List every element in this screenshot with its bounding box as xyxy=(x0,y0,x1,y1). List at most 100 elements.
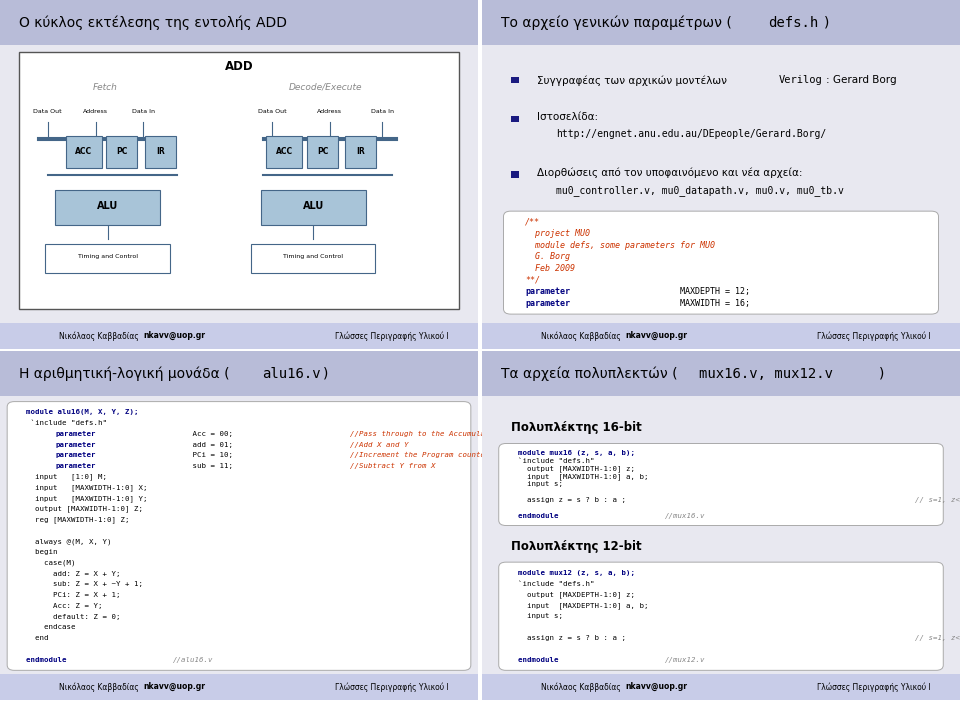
Text: Γλώσσες Περιγραφής Υλικού Ι: Γλώσσες Περιγραφής Υλικού Ι xyxy=(335,331,448,340)
Text: module mux12 (z, s, a, b);: module mux12 (z, s, a, b); xyxy=(517,570,635,576)
Text: end: end xyxy=(26,635,49,641)
Text: Γλώσσες Περιγραφής Υλικού Ι: Γλώσσες Περιγραφής Υλικού Ι xyxy=(817,331,930,340)
Text: ): ) xyxy=(824,15,829,29)
Text: Νικόλαος Καββαδίας: Νικόλαος Καββαδίας xyxy=(540,682,625,691)
Text: Ιστοσελίδα:: Ιστοσελίδα: xyxy=(537,112,598,122)
Text: input   [1:0] M;: input [1:0] M; xyxy=(26,473,108,480)
Text: Τα αρχεία πολυπλεκτών (: Τα αρχεία πολυπλεκτών ( xyxy=(501,366,678,381)
Bar xyxy=(482,0,960,46)
Text: G. Borg: G. Borg xyxy=(525,252,570,261)
Text: Το αρχείο γενικών παραμέτρων (: Το αρχείο γενικών παραμέτρων ( xyxy=(501,15,732,30)
Text: Data Out: Data Out xyxy=(258,110,287,114)
Text: nkavv@uop.gr: nkavv@uop.gr xyxy=(625,682,687,691)
Text: Acc = 00;: Acc = 00; xyxy=(188,431,233,437)
Bar xyxy=(0,351,478,397)
Text: Timing and Control: Timing and Control xyxy=(78,254,137,259)
Text: //alu16.v: //alu16.v xyxy=(173,656,214,663)
Bar xyxy=(55,190,160,225)
Bar xyxy=(511,116,519,122)
Text: Νικόλαος Καββαδίας: Νικόλαος Καββαδίας xyxy=(59,331,143,340)
Text: parameter: parameter xyxy=(56,452,96,458)
Text: Διορθώσεις από τον υποφαινόμενο και νέα αρχεία:: Διορθώσεις από τον υποφαινόμενο και νέα … xyxy=(537,168,803,178)
Text: endmodule: endmodule xyxy=(26,656,71,663)
Text: Η αριθμητική-λογική μονάδα (: Η αριθμητική-λογική μονάδα ( xyxy=(19,366,229,381)
Text: ADD: ADD xyxy=(225,60,253,73)
Text: IR: IR xyxy=(356,147,365,157)
Text: ALU: ALU xyxy=(97,201,118,211)
Text: **/: **/ xyxy=(525,275,540,284)
Text: Address: Address xyxy=(318,110,343,114)
Text: `include "defs.h": `include "defs.h" xyxy=(517,581,594,587)
Text: project MU0: project MU0 xyxy=(525,230,590,238)
Bar xyxy=(145,136,176,168)
Text: Data Out: Data Out xyxy=(34,110,62,114)
Text: PC: PC xyxy=(116,147,128,157)
Text: Νικόλαος Καββαδίας: Νικόλαος Καββαδίας xyxy=(59,682,143,691)
Text: //Increment the Program counter: //Increment the Program counter xyxy=(349,452,489,458)
Text: ): ) xyxy=(323,366,328,380)
Text: add = 01;: add = 01; xyxy=(188,442,233,447)
Text: defs.h: defs.h xyxy=(768,15,818,29)
Text: input  [MAXWIDTH-1:0] a, b;: input [MAXWIDTH-1:0] a, b; xyxy=(517,473,648,480)
Text: output [MAXDEPTH-1:0] z;: output [MAXDEPTH-1:0] z; xyxy=(517,591,635,598)
Text: http://engnet.anu.edu.au/DEpeople/Gerard.Borg/: http://engnet.anu.edu.au/DEpeople/Gerard… xyxy=(556,129,827,140)
Text: input s;: input s; xyxy=(517,482,563,487)
Text: Fetch: Fetch xyxy=(93,83,117,92)
Text: PCi = 10;: PCi = 10; xyxy=(188,452,233,458)
Bar xyxy=(267,136,302,168)
Text: //Add X and Y: //Add X and Y xyxy=(349,442,408,447)
Text: begin: begin xyxy=(26,549,58,555)
Bar xyxy=(260,190,366,225)
Text: MAXWIDTH = 16;: MAXWIDTH = 16; xyxy=(675,298,750,307)
Text: sub: Z = X + ~Y + 1;: sub: Z = X + ~Y + 1; xyxy=(26,581,143,588)
Text: Data In: Data In xyxy=(371,110,394,114)
Bar xyxy=(65,136,102,168)
Text: parameter: parameter xyxy=(56,463,96,469)
Text: `include "defs.h": `include "defs.h" xyxy=(26,420,108,426)
Text: //mux16.v: //mux16.v xyxy=(664,513,706,519)
Text: ): ) xyxy=(878,366,884,380)
Text: //mux12.v: //mux12.v xyxy=(664,656,706,663)
Text: input   [MAXWIDTH-1:0] Y;: input [MAXWIDTH-1:0] Y; xyxy=(26,495,148,502)
Text: always @(M, X, Y): always @(M, X, Y) xyxy=(26,538,111,545)
Bar xyxy=(0,323,478,349)
Text: assign z = s ? b : a ;: assign z = s ? b : a ; xyxy=(517,635,639,641)
Text: IR: IR xyxy=(156,147,164,157)
Text: Acc: Z = Y;: Acc: Z = Y; xyxy=(26,603,103,609)
Text: parameter: parameter xyxy=(56,442,96,447)
Text: `include "defs.h": `include "defs.h" xyxy=(517,458,594,463)
Text: output [MAXWIDTH-1:0] Z;: output [MAXWIDTH-1:0] Z; xyxy=(26,505,143,512)
Text: Feb 2009: Feb 2009 xyxy=(525,264,575,273)
Text: input s;: input s; xyxy=(517,614,563,619)
Bar xyxy=(107,136,137,168)
Text: Πολυπλέκτης 16-bit: Πολυπλέκτης 16-bit xyxy=(511,421,641,435)
Text: output [MAXWIDTH-1:0] z;: output [MAXWIDTH-1:0] z; xyxy=(517,465,635,472)
FancyBboxPatch shape xyxy=(503,211,939,314)
Text: Γλώσσες Περιγραφής Υλικού Ι: Γλώσσες Περιγραφής Υλικού Ι xyxy=(335,682,448,691)
Text: PC: PC xyxy=(317,147,328,157)
Bar xyxy=(511,171,519,178)
Text: add: Z = X + Y;: add: Z = X + Y; xyxy=(26,571,121,576)
Text: Ο κύκλος εκτέλεσης της εντολής ADD: Ο κύκλος εκτέλεσης της εντολής ADD xyxy=(19,15,287,30)
Text: // s=1, z<-b; s=0, z<-a: // s=1, z<-b; s=0, z<-a xyxy=(915,498,960,503)
Bar xyxy=(346,136,376,168)
Text: //Subtract Y from X: //Subtract Y from X xyxy=(349,463,435,469)
Text: nkavv@uop.gr: nkavv@uop.gr xyxy=(625,331,687,340)
Text: PCi: Z = X + 1;: PCi: Z = X + 1; xyxy=(26,592,121,598)
Text: mu0_controller.v, mu0_datapath.v, mu0.v, mu0_tb.v: mu0_controller.v, mu0_datapath.v, mu0.v,… xyxy=(556,185,844,196)
Text: reg [MAXWIDTH-1:0] Z;: reg [MAXWIDTH-1:0] Z; xyxy=(26,517,130,523)
Text: mux16.v, mux12.v: mux16.v, mux12.v xyxy=(700,366,833,380)
Text: Timing and Control: Timing and Control xyxy=(283,254,343,259)
FancyBboxPatch shape xyxy=(499,444,944,526)
Text: default: Z = 0;: default: Z = 0; xyxy=(26,614,121,620)
FancyBboxPatch shape xyxy=(7,402,470,670)
Text: endmodule: endmodule xyxy=(517,656,563,663)
Text: /**: /** xyxy=(525,218,540,227)
Bar xyxy=(0,0,478,46)
Text: Συγγραφέας των αρχικών μοντέλων: Συγγραφέας των αρχικών μοντέλων xyxy=(537,75,731,86)
Text: Address: Address xyxy=(84,110,108,114)
Bar xyxy=(482,351,960,397)
Text: // s=1, z<-b; s=0, z<-a: // s=1, z<-b; s=0, z<-a xyxy=(915,635,960,641)
Text: input  [MAXDEPTH-1:0] a, b;: input [MAXDEPTH-1:0] a, b; xyxy=(517,602,648,609)
Text: //Pass through to the Accumulator: //Pass through to the Accumulator xyxy=(349,431,498,437)
